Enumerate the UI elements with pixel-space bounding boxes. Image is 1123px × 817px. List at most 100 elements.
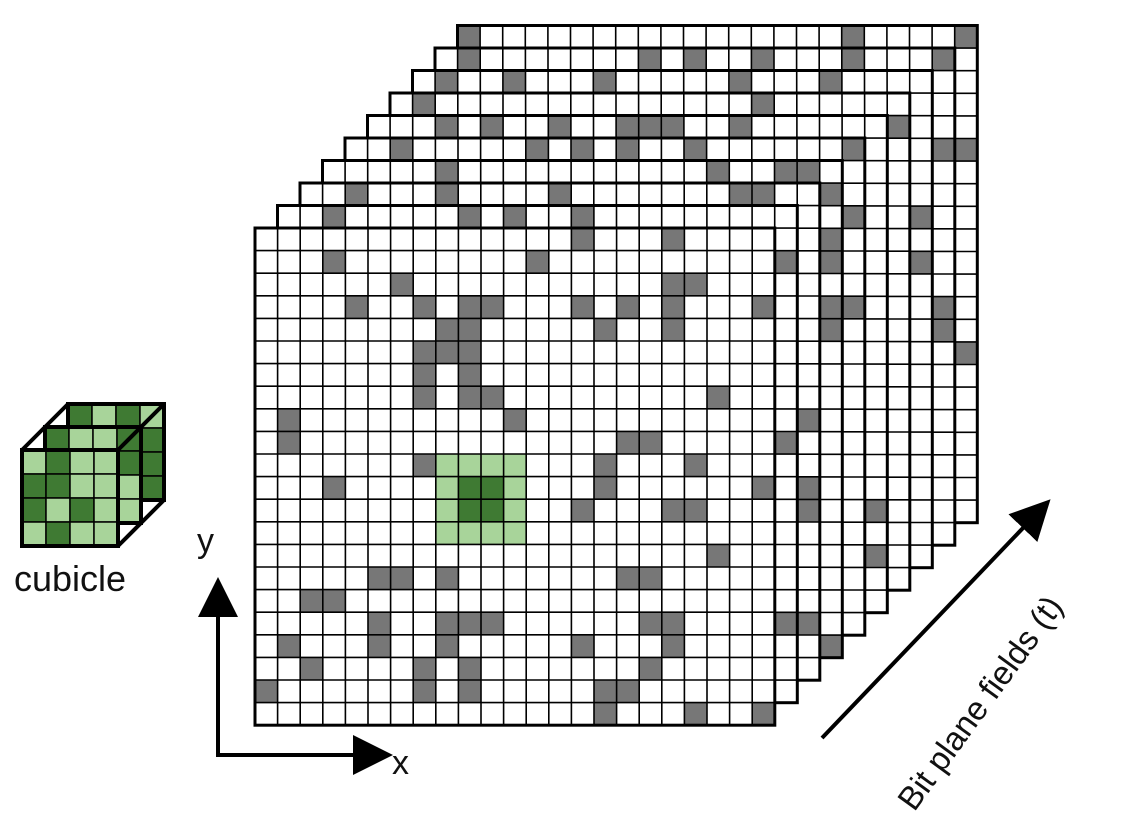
grid-cell bbox=[458, 499, 481, 522]
cubicle-cell bbox=[45, 497, 71, 523]
cubicle-cell bbox=[69, 473, 95, 499]
grid-cell bbox=[639, 657, 662, 680]
grid-cell bbox=[548, 183, 572, 206]
grid-cell bbox=[594, 680, 617, 703]
grid-cell bbox=[480, 115, 504, 139]
grid-cell bbox=[435, 476, 459, 500]
grid-cell bbox=[638, 48, 661, 71]
grid-cell bbox=[751, 48, 774, 71]
grid-cell bbox=[751, 93, 775, 116]
grid-cell bbox=[661, 228, 685, 251]
grid-cell bbox=[909, 206, 933, 229]
grid-cell bbox=[571, 205, 594, 229]
grid-cell bbox=[458, 680, 481, 703]
cubicle-cell bbox=[115, 403, 141, 429]
cubicle-edge bbox=[116, 402, 166, 452]
grid-cell bbox=[255, 680, 278, 703]
grid-cell bbox=[458, 657, 481, 680]
grid-cell bbox=[571, 499, 594, 522]
grid-cell bbox=[887, 115, 910, 139]
cubicle-cell bbox=[139, 451, 165, 477]
grid-cell bbox=[458, 341, 481, 364]
axes bbox=[198, 499, 1051, 775]
grid-cell bbox=[728, 70, 752, 94]
grid-cell bbox=[729, 183, 752, 206]
grid-cell bbox=[435, 567, 459, 590]
grid-cell bbox=[435, 454, 459, 477]
grid-cell bbox=[435, 634, 459, 658]
cubicle-cell bbox=[116, 498, 142, 524]
grid-cell bbox=[277, 634, 301, 658]
cubicle-cell bbox=[69, 521, 95, 547]
cubicle-cell bbox=[45, 473, 71, 499]
grid-cell bbox=[932, 138, 955, 161]
grid-cell bbox=[368, 612, 391, 635]
cubicle-cell bbox=[139, 475, 165, 501]
cubicle-icon bbox=[20, 402, 166, 548]
grid-cell bbox=[526, 250, 549, 274]
grid-cell bbox=[457, 25, 481, 49]
grid-cell bbox=[571, 634, 594, 658]
grid-cell bbox=[481, 386, 504, 409]
cubicle-cell bbox=[44, 426, 70, 452]
cubicle-edge bbox=[116, 498, 166, 548]
cubicle-cell bbox=[45, 449, 71, 475]
time-axis-arrow bbox=[820, 499, 1051, 740]
grid-cell bbox=[390, 567, 414, 590]
cubicle-cell bbox=[21, 521, 47, 547]
grid-cell bbox=[413, 680, 436, 703]
grid-cell bbox=[458, 454, 481, 477]
grid-cell bbox=[909, 251, 933, 274]
grid-cell bbox=[458, 521, 481, 545]
grid-cell bbox=[525, 138, 549, 161]
grid-cell bbox=[842, 138, 865, 161]
x-axis-label: x bbox=[392, 744, 409, 782]
grid-cell bbox=[571, 228, 594, 251]
grid-cell bbox=[797, 612, 820, 635]
grid-cell bbox=[458, 205, 481, 229]
grid-cell bbox=[435, 160, 459, 184]
y-axis-label: y bbox=[197, 522, 214, 560]
grid-cell bbox=[774, 612, 798, 635]
grid-cell bbox=[954, 341, 978, 365]
grid-cell bbox=[481, 295, 504, 319]
grid-cell bbox=[661, 273, 685, 296]
cubicle-cell bbox=[93, 497, 119, 523]
grid-cell bbox=[752, 702, 775, 726]
grid-cell bbox=[864, 499, 888, 523]
layer-border bbox=[253, 226, 777, 727]
grid-cell bbox=[864, 544, 888, 568]
grid-cell bbox=[481, 612, 504, 635]
grid-cell bbox=[458, 318, 481, 341]
grid-cell bbox=[300, 589, 323, 613]
grid-cell bbox=[752, 295, 775, 319]
bit-plane-stack bbox=[253, 24, 979, 727]
grid-cell bbox=[797, 499, 820, 522]
grid-cell bbox=[684, 273, 707, 296]
grid-cell bbox=[435, 499, 459, 522]
grid-cell bbox=[594, 476, 617, 500]
grid-cell bbox=[684, 702, 707, 726]
cubicle-cell bbox=[116, 450, 142, 476]
grid-cell bbox=[774, 431, 798, 455]
grid-cell bbox=[503, 205, 527, 229]
grid-cell bbox=[661, 499, 685, 522]
grid-cell bbox=[368, 567, 391, 590]
grid-cell bbox=[481, 454, 504, 477]
grid-cell bbox=[413, 454, 436, 477]
grid-cell bbox=[300, 657, 323, 680]
cubicle-label: cubicle bbox=[14, 558, 127, 599]
grid-cell bbox=[390, 273, 414, 296]
grid-cell bbox=[322, 250, 346, 274]
cubicle-cell bbox=[93, 473, 119, 499]
grid-cell bbox=[616, 567, 640, 590]
grid-cell bbox=[616, 431, 640, 454]
grid-cell bbox=[435, 521, 459, 545]
cubicle-cell bbox=[139, 427, 165, 453]
grid-cell bbox=[277, 408, 301, 432]
grid-cell bbox=[819, 70, 842, 94]
grid-cell bbox=[503, 454, 527, 477]
grid-cell bbox=[797, 409, 820, 432]
grid-cell bbox=[683, 48, 707, 71]
grid-cell bbox=[639, 431, 662, 454]
